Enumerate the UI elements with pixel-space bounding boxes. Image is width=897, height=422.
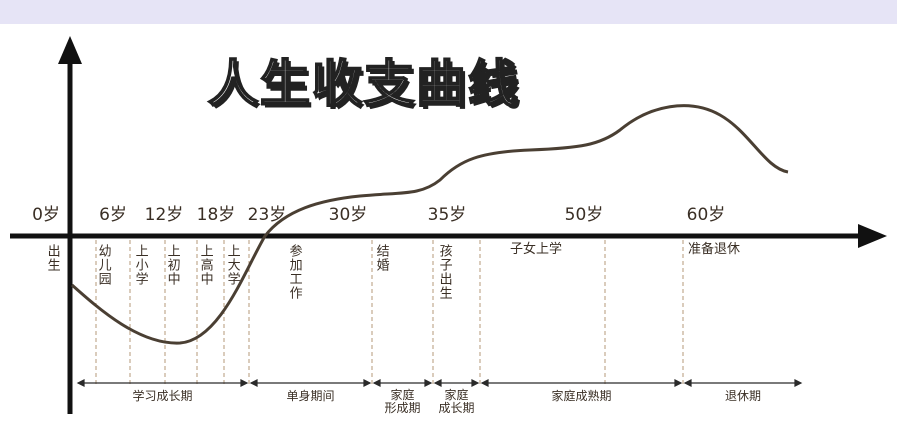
event-label: 参加工作 [286, 244, 302, 300]
age-label: 35岁 [427, 205, 467, 225]
income-curve [71, 104, 789, 345]
age-label: 18岁 [196, 205, 236, 225]
arrow-head [372, 379, 381, 387]
period-label: 退休期 [721, 389, 765, 403]
period-line: 学习成长期 [132, 389, 193, 403]
arrow-head [683, 379, 692, 387]
arrow-head [76, 379, 85, 387]
event-label: 准备退休 [688, 242, 741, 257]
arrow-head [480, 379, 489, 387]
arrow-head [471, 379, 480, 387]
age-label: 23岁 [247, 205, 287, 225]
event-label: 上大学 [224, 244, 240, 286]
arrow-head [433, 379, 442, 387]
period-line: 退休期 [724, 389, 762, 403]
age-label: 30岁 [328, 205, 368, 225]
age-label: 50岁 [564, 205, 604, 225]
period-label: 学习成长期 [129, 389, 196, 403]
age-label: 0岁 [32, 205, 60, 225]
arrow-head [249, 379, 258, 387]
arrow-head [363, 379, 372, 387]
period-label: 家庭 形成期 [381, 388, 424, 415]
event-label: 出生 [44, 244, 60, 272]
period-line: 家庭 [390, 388, 415, 402]
age-label: 12岁 [144, 205, 184, 225]
period-line: 单身期间 [286, 389, 335, 403]
arrow-head [240, 379, 249, 387]
arrow-head [794, 379, 803, 387]
period-line: 形成期 [384, 400, 421, 415]
age-label: 60岁 [686, 205, 726, 225]
period-line: 成长期 [438, 400, 475, 415]
event-label: 上初中 [164, 244, 180, 286]
period-label: 家庭 成长期 [435, 388, 478, 415]
event-label: 结婚 [373, 244, 389, 272]
top-band [0, 0, 897, 24]
period-label: 家庭成熟期 [548, 389, 615, 403]
age-label: 6岁 [99, 205, 127, 225]
y-arrow [58, 36, 82, 64]
period-label: 单身期间 [283, 389, 338, 403]
x-arrow [858, 224, 887, 248]
event-label: 上高中 [197, 244, 213, 286]
event-label: 幼儿园 [95, 244, 111, 286]
arrow-head [674, 379, 683, 387]
arrow-head [424, 379, 433, 387]
period-line: 家庭成熟期 [551, 389, 612, 403]
period-line: 家庭 [444, 388, 469, 402]
event-label: 子女上学 [510, 242, 563, 257]
title: 人生收支曲线 [207, 54, 520, 114]
event-label: 上小学 [132, 244, 148, 286]
event-label: 孩子出生 [436, 244, 452, 300]
